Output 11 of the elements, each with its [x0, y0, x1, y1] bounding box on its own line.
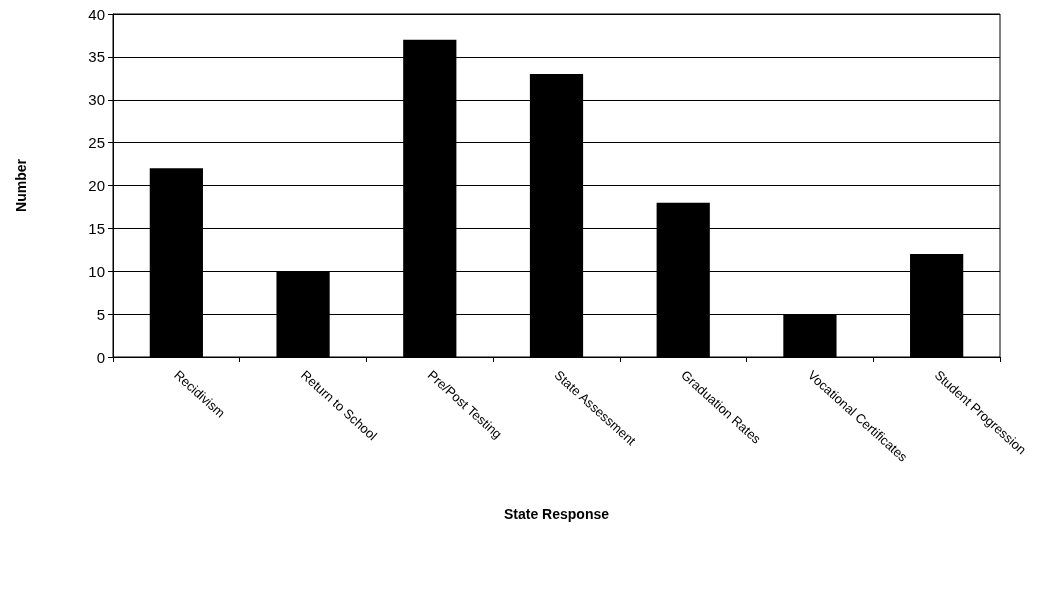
y-tick-label: 25 — [88, 134, 105, 152]
y-tick-label: 30 — [88, 91, 105, 109]
y-tick-label: 15 — [88, 219, 105, 237]
y-tick-label: 0 — [96, 348, 105, 366]
y-tick-label: 10 — [88, 262, 105, 280]
y-tick-label: 20 — [88, 177, 105, 194]
y-axis-title: Number — [13, 158, 29, 212]
y-tick-label: 40 — [88, 5, 105, 23]
y-tick-label: 35 — [88, 48, 105, 66]
y-tick-label: 5 — [96, 305, 105, 323]
x-axis-title: State Response — [503, 506, 610, 522]
